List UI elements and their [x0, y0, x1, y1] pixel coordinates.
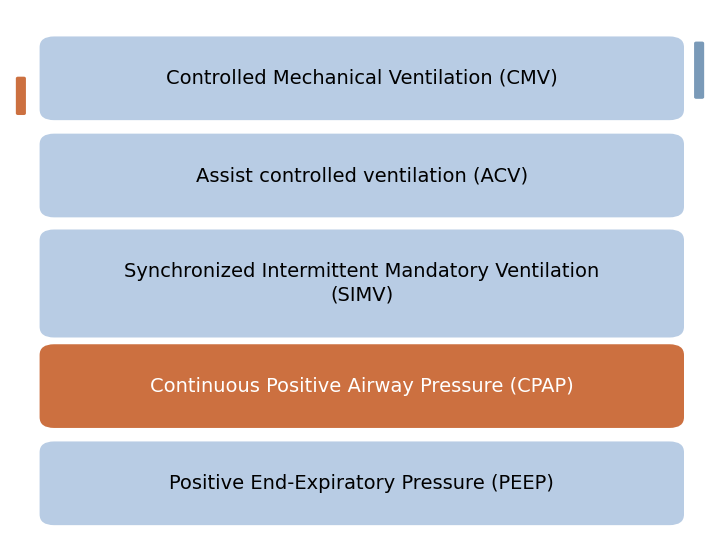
Text: Continuous Positive Airway Pressure (CPAP): Continuous Positive Airway Pressure (CPA… [150, 376, 574, 396]
Text: Positive End-Expiratory Pressure (PEEP): Positive End-Expiratory Pressure (PEEP) [169, 474, 554, 493]
FancyBboxPatch shape [40, 36, 684, 120]
Text: Controlled Mechanical Ventilation (CMV): Controlled Mechanical Ventilation (CMV) [166, 69, 558, 88]
Text: Synchronized Intermittent Mandatory Ventilation
(SIMV): Synchronized Intermittent Mandatory Vent… [124, 262, 600, 305]
FancyBboxPatch shape [16, 77, 26, 115]
FancyBboxPatch shape [40, 133, 684, 217]
Text: Assist controlled ventilation (ACV): Assist controlled ventilation (ACV) [196, 166, 528, 185]
FancyBboxPatch shape [40, 345, 684, 428]
FancyBboxPatch shape [40, 442, 684, 525]
FancyBboxPatch shape [40, 230, 684, 338]
FancyBboxPatch shape [694, 42, 704, 99]
